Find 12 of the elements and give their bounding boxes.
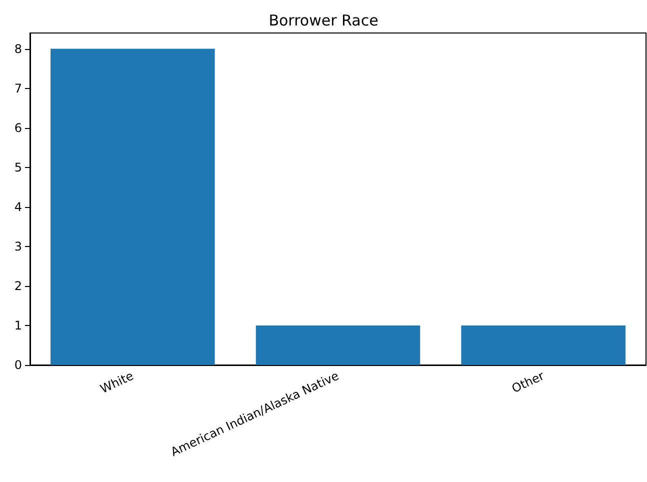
y-tick-label: 0 <box>14 358 22 372</box>
y-tick-label: 8 <box>14 42 22 56</box>
y-tick-label: 6 <box>14 120 22 135</box>
x-tick-label: White <box>98 368 136 396</box>
y-tick-label: 7 <box>14 81 22 96</box>
y-tick-label: 2 <box>14 278 22 293</box>
y-tick-label: 1 <box>14 318 22 332</box>
chart-title: Borrower Race <box>268 12 378 30</box>
y-tick-label: 5 <box>14 160 22 174</box>
y-tick-label: 4 <box>14 200 22 214</box>
x-tick-label: Other <box>510 368 546 396</box>
y-tick-label: 3 <box>14 239 22 254</box>
